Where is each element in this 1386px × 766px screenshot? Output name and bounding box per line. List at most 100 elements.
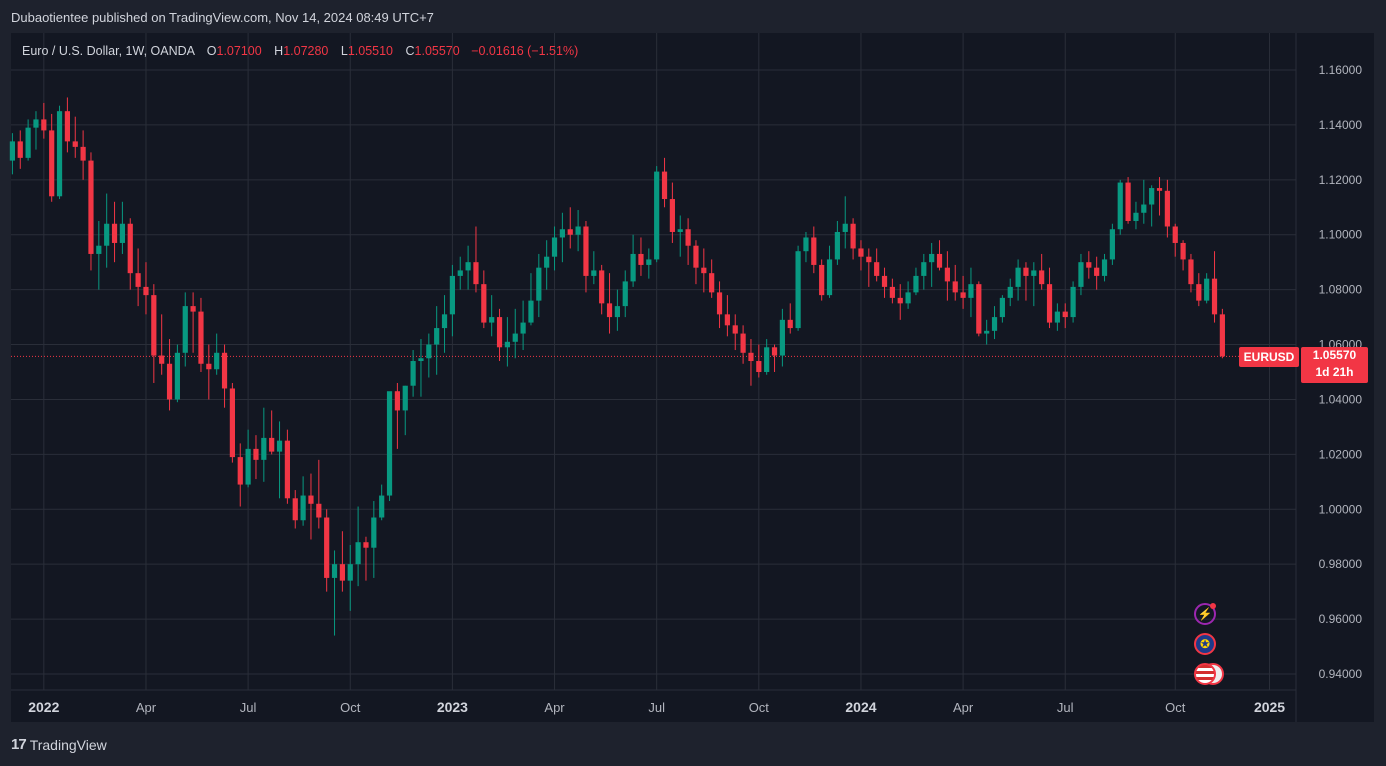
candle-body xyxy=(229,388,235,458)
candle xyxy=(599,264,605,315)
candle xyxy=(96,221,102,290)
candle xyxy=(881,267,888,298)
candle xyxy=(426,333,432,378)
candle-body xyxy=(1109,229,1115,260)
candle xyxy=(944,251,950,301)
candle xyxy=(214,333,220,375)
candle-body xyxy=(913,275,919,293)
candle-body xyxy=(434,328,440,345)
lightning-event-icon[interactable]: ⚡ xyxy=(1194,603,1216,625)
candle-body xyxy=(292,498,298,521)
candle-body xyxy=(583,226,589,276)
candle xyxy=(701,248,707,293)
candle-body xyxy=(449,275,455,315)
candle-body xyxy=(740,333,746,353)
candle-body xyxy=(1156,188,1163,191)
candle xyxy=(740,325,746,364)
candle-body xyxy=(159,355,165,364)
candle-body xyxy=(512,333,518,342)
candle xyxy=(229,382,235,463)
time-axis: 2022 Apr Jul Oct 2023 Apr Jul Oct 2024 Apr Jul Oct 2… xyxy=(28,699,1285,715)
candle-body xyxy=(276,440,283,452)
candle xyxy=(386,391,393,502)
candle xyxy=(606,273,613,334)
candle-body xyxy=(190,306,196,312)
us-flag-event-icon[interactable] xyxy=(1194,663,1216,685)
candle-body xyxy=(929,253,935,263)
candle xyxy=(1007,278,1013,307)
candle xyxy=(512,308,518,359)
candle xyxy=(787,303,793,334)
candle xyxy=(190,292,196,353)
candle-body xyxy=(1062,311,1068,318)
candle-body xyxy=(866,256,872,263)
candle-body xyxy=(198,311,204,364)
eu-flag-event-icon[interactable]: ✪ xyxy=(1194,633,1216,655)
candle xyxy=(520,300,526,351)
candle xyxy=(622,270,628,318)
candle-body xyxy=(1164,190,1170,227)
candle-body xyxy=(221,352,228,389)
candle-body xyxy=(1101,259,1108,276)
candle-body xyxy=(300,495,306,521)
candle xyxy=(449,264,455,337)
candle xyxy=(756,344,762,378)
candle xyxy=(127,218,133,290)
candle xyxy=(897,284,903,320)
candle xyxy=(269,410,275,455)
candle-body xyxy=(49,130,55,197)
candle xyxy=(410,350,416,397)
candle-body xyxy=(779,319,785,356)
candle xyxy=(591,251,597,285)
x-tick-label: Oct xyxy=(749,700,770,715)
chart-pane[interactable] xyxy=(11,33,1374,722)
candle-body xyxy=(850,223,856,249)
bar-countdown: 1d 21h xyxy=(1315,365,1354,379)
candle xyxy=(56,105,63,200)
candle xyxy=(331,550,338,636)
y-tick-label: 0.94000 xyxy=(1319,667,1363,681)
candle-body xyxy=(261,437,267,460)
candle xyxy=(803,231,809,263)
candle-body xyxy=(253,448,259,460)
candle-body xyxy=(496,317,503,348)
candle xyxy=(402,385,408,436)
candle xyxy=(732,314,738,351)
candle-body xyxy=(936,253,943,268)
candle-body xyxy=(1196,284,1202,301)
candle-body xyxy=(544,256,550,268)
candle-body xyxy=(347,564,353,581)
candle xyxy=(528,273,534,326)
candle xyxy=(811,226,817,274)
candle-body xyxy=(693,245,699,268)
candle xyxy=(779,308,785,367)
candle xyxy=(1172,223,1178,257)
candle xyxy=(748,339,754,386)
candle xyxy=(418,339,424,397)
candle xyxy=(1125,177,1131,224)
candle xyxy=(300,476,306,526)
candle-body xyxy=(921,262,927,276)
candle-body xyxy=(214,352,220,370)
candle xyxy=(1180,240,1186,271)
candle xyxy=(614,289,620,331)
candle-body xyxy=(1204,278,1210,301)
low-label: L xyxy=(340,44,348,58)
candle-body xyxy=(1015,267,1021,287)
candle-body xyxy=(889,286,895,298)
close-value: 1.05570 xyxy=(414,44,460,58)
candle-body xyxy=(976,284,982,334)
candle xyxy=(284,429,290,504)
x-tick-label: Apr xyxy=(136,700,157,715)
candle-body xyxy=(764,347,770,372)
candle xyxy=(929,242,935,287)
candle-body xyxy=(489,317,495,323)
candle xyxy=(135,248,141,307)
candle xyxy=(253,435,259,480)
y-tick-label: 1.10000 xyxy=(1319,228,1363,242)
candle-body xyxy=(1219,314,1225,357)
candle-body xyxy=(559,229,565,238)
candle-body xyxy=(685,229,691,246)
candle xyxy=(1015,259,1021,301)
